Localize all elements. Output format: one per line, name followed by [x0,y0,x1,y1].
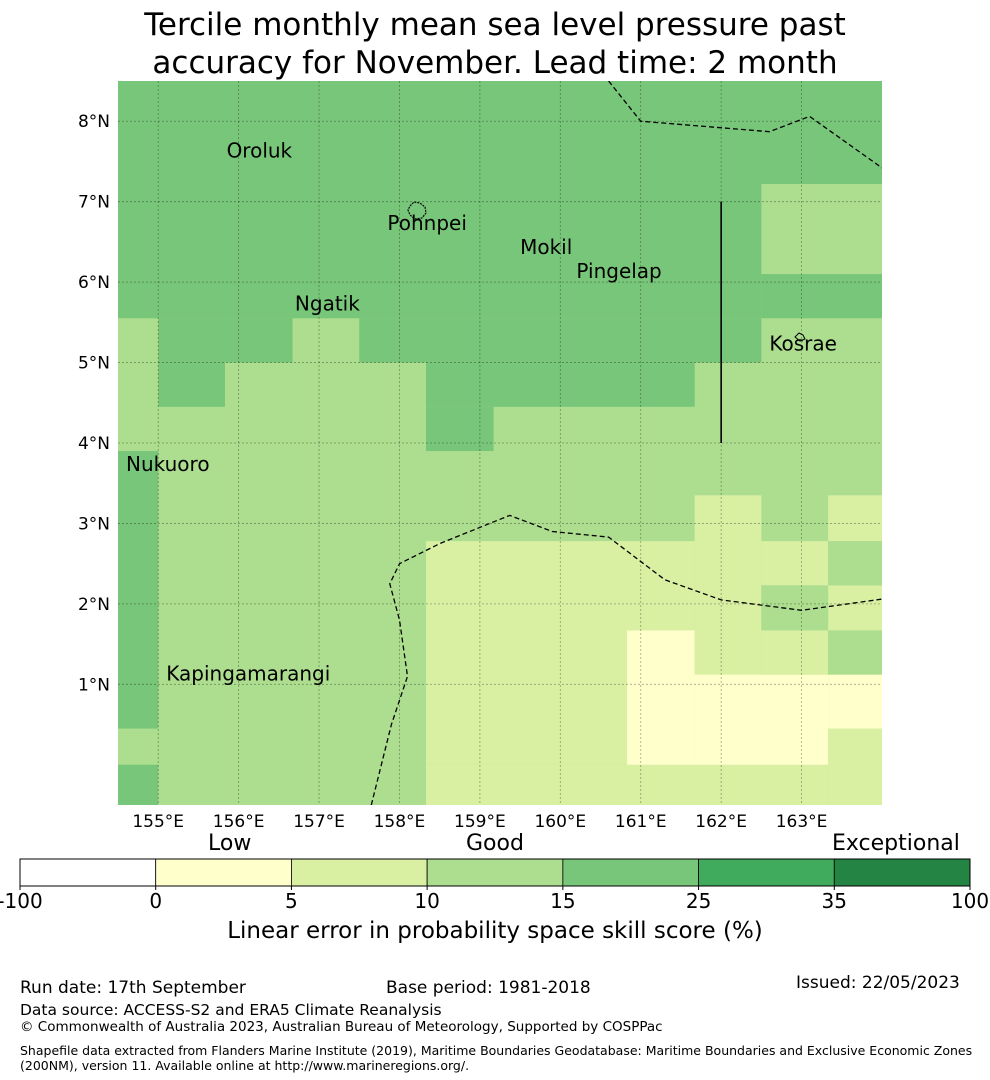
colorbar-label-low: Low [208,831,252,856]
skill-cell-23 [627,630,695,765]
place-label-kosrae: Kosrae [769,331,837,355]
x-tick-label: 155°E [132,812,184,832]
x-tick-label: 161°E [615,812,667,832]
issued-date: Issued: 22/05/2023 [796,973,960,993]
skill-cell-24 [694,674,829,765]
x-tick-label: 158°E [374,812,426,832]
y-tick-label: 8°N [78,112,110,132]
colorbar-tick-label: -100 [0,889,43,913]
x-tick-label: 160°E [534,812,586,832]
place-label-kapingamarangi: Kapingamarangi [166,661,330,685]
eez-boundary-line-1 [370,514,882,805]
colorbar-segment-3 [426,858,564,887]
skill-cell-17 [828,728,882,805]
x-tick-label: 162°E [695,812,747,832]
y-tick-label: 7°N [78,193,110,213]
skill-cell-21 [828,630,882,675]
skill-cell-16 [828,585,882,631]
place-label-ngatik: Ngatik [295,291,360,315]
skill-cell-20 [828,541,882,586]
eez-boundary-line-0 [608,81,882,169]
colorbar-tick-label: 35 [822,889,847,913]
skill-cell-2 [118,183,762,319]
skill-cell-14 [761,541,829,586]
skill-cell-19 [761,585,829,631]
place-label-pohnpei: Pohnpei [387,211,467,235]
y-tick-label: 6°N [78,273,110,293]
skill-cell-6 [158,362,225,407]
colorbar-frame [19,858,971,887]
x-tick-label: 159°E [454,812,506,832]
colorbar-tick-label: 0 [149,889,162,913]
base-period: Base period: 1981-2018 [386,978,591,998]
colorbar-segment-1 [155,858,292,887]
colorbar-title: Linear error in probability space skill … [227,918,763,944]
colorbar-label-exceptional: Exceptional [832,831,960,856]
skill-cell-25 [828,674,882,729]
pohnpei-island-outline [407,201,427,220]
colorbar-tick-label: 100 [951,889,989,913]
skill-score-cells [118,81,882,805]
colorbar-tick-label: 15 [550,889,575,913]
x-tick-label: 157°E [293,812,345,832]
skill-cell-7 [426,362,695,407]
place-label-pingelap: Pingelap [576,259,661,283]
map-axes: 155°E 156°E 157°E 158°E 159°E 160°E 161°E 162°E… [78,112,828,832]
skill-cell-9 [118,451,159,729]
map-title-line-1: Tercile monthly mean sea level pressure … [144,7,846,43]
data-source: Data source: ACCESS-S2 and ERA5 Climate … [20,1001,442,1019]
copyright-notice: © Commonwealth of Australia 2023, Austra… [20,1019,663,1035]
y-tick-label: 1°N [78,675,110,695]
y-tick-label: 5°N [78,354,110,374]
skill-cell-4 [158,318,293,363]
shapefile-credit: Shapefile data extracted from Flanders M… [20,1043,973,1073]
map-title-line-2: accuracy for November. Lead time: 2 mont… [152,45,838,81]
skill-cell-15 [828,495,882,542]
colorbar-tick-label: 25 [686,889,711,913]
colorbar-label-good: Good [466,831,524,856]
skill-cell-1 [118,81,882,184]
map-title: Tercile monthly mean sea level pressure … [0,6,990,82]
colorbar-segment-5 [698,858,835,887]
colorbar: -100 0 5 10 15 25 35 100 [0,858,989,913]
y-tick-label: 3°N [78,514,110,534]
island-outlines [407,201,806,342]
run-date: Run date: 17th September [20,978,246,998]
place-label-oroluk: Oroluk [227,138,293,162]
skill-cell-18 [426,764,829,805]
colorbar-segment-0 [19,858,157,887]
kosrae-island-outline [794,332,806,342]
colorbar-segment-2 [291,858,428,887]
x-tick-label: 163°E [776,812,828,832]
y-tick-label: 2°N [78,595,110,615]
place-label-nukuoro: Nukuoro [126,452,210,476]
skill-cell-8 [426,406,494,452]
skill-cell-3 [761,274,882,319]
x-tick-label: 156°E [213,812,265,832]
colorbar-tick-label: 10 [414,889,439,913]
colorbar-segment-4 [562,858,699,887]
y-tick-label: 4°N [78,434,110,454]
colorbar-tick-label: 5 [285,889,298,913]
skill-cell-5 [359,318,762,363]
eez-boundaries [370,81,882,805]
skill-cell-10 [118,764,159,805]
colorbar-segment-6 [833,858,971,887]
place-label-mokil: Mokil [520,235,572,259]
